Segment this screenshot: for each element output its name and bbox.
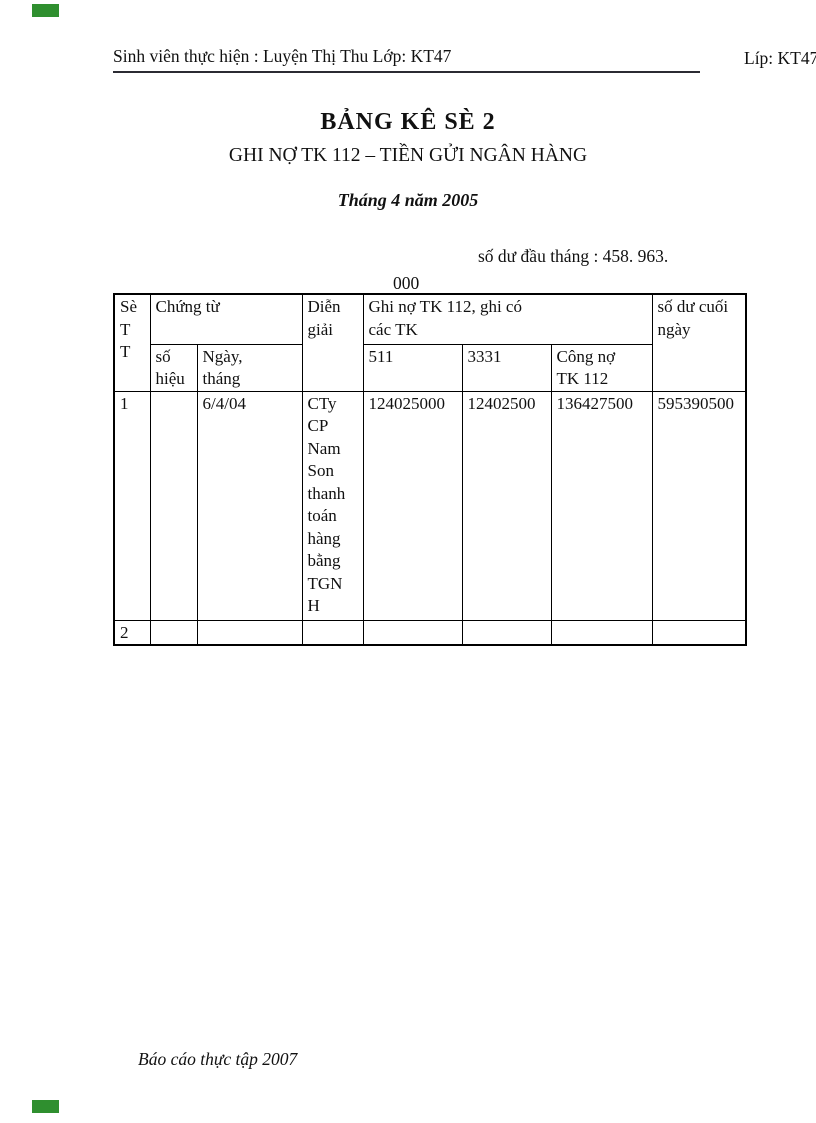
table-header-row-1: Sè T T Chứng từ Diễn giải Ghi nợ TK 112,… bbox=[113, 293, 747, 392]
header-so-du-cuoi: số dư cuối ngày bbox=[651, 293, 747, 392]
cell-tk-511: 124025000 bbox=[362, 390, 463, 621]
ledger-table: Sè T T Chứng từ Diễn giải Ghi nợ TK 112,… bbox=[113, 293, 747, 646]
cell-stt: 1 bbox=[113, 390, 151, 621]
cell-tk-3331 bbox=[461, 619, 552, 646]
page-subtitle: GHI NỢ TK 112 – TIỀN GỬI NGÂN HÀNG bbox=[228, 145, 588, 166]
header-stt: Sè T T bbox=[113, 293, 151, 392]
header-dien-giai: Diễn giải bbox=[301, 293, 364, 392]
cell-cong-no bbox=[550, 619, 653, 646]
cell-so-hieu bbox=[149, 390, 198, 621]
opening-balance-line2: 000 bbox=[393, 273, 420, 293]
table-header-row-2: số hiệu Ngày, tháng 511 3331 Công nợ TK … bbox=[114, 343, 746, 392]
cell-ngay-thang bbox=[196, 619, 303, 646]
cell-stt: 2 bbox=[113, 619, 151, 646]
page-title: BẢNG KÊ SÈ 2 bbox=[320, 109, 496, 135]
header-ngay-thang: Ngày, tháng bbox=[196, 343, 303, 392]
header-cong-no: Công nợ TK 112 bbox=[550, 343, 653, 392]
cell-so-du-cuoi bbox=[651, 619, 747, 646]
cell-tk-511 bbox=[362, 619, 463, 646]
header-chung-tu: Chứng từ bbox=[149, 293, 303, 345]
cell-so-du-cuoi: 595390500 bbox=[651, 390, 747, 621]
footer-note: Báo cáo thực tập 2007 bbox=[138, 1049, 298, 1069]
period-label: Tháng 4 năm 2005 bbox=[337, 190, 479, 210]
header-so-hieu: số hiệu bbox=[149, 343, 198, 392]
header-class-label: Líp: KT47 bbox=[744, 48, 816, 68]
cell-ngay-thang: 6/4/04 bbox=[196, 390, 303, 621]
header-tk-3331: 3331 bbox=[461, 343, 552, 392]
cell-cong-no: 136427500 bbox=[550, 390, 653, 621]
cell-so-hieu bbox=[149, 619, 198, 646]
table-row: 2 bbox=[113, 619, 747, 646]
table-row: 1 6/4/04 CTy CP Nam Son thanh toán hàng … bbox=[113, 390, 747, 621]
header-tk-511: 511 bbox=[362, 343, 463, 392]
cell-tk-3331: 12402500 bbox=[461, 390, 552, 621]
header-student-line: Sinh viên thực hiện : Luyện Thị Thu Lớp:… bbox=[113, 46, 700, 73]
cell-dien-giai: CTy CP Nam Son thanh toán hàng bằng TGN … bbox=[301, 390, 364, 621]
cell-dien-giai bbox=[301, 619, 364, 646]
page-marker-top bbox=[32, 4, 59, 17]
page-marker-bottom bbox=[32, 1100, 59, 1113]
header-ghi-no-group: Ghi nợ TK 112, ghi có các TK bbox=[362, 293, 653, 345]
opening-balance-line1: số dư đầu tháng : 458. 963. bbox=[478, 246, 669, 266]
